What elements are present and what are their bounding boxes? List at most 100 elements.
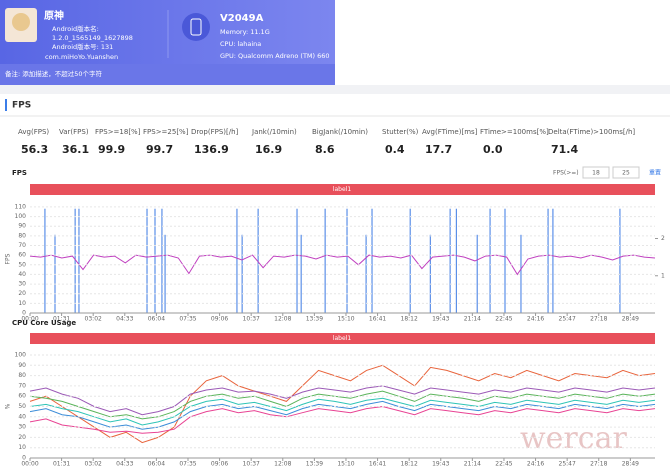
y-tick-label: 90 — [18, 362, 26, 369]
stat-value: 36.1 — [62, 143, 89, 156]
stat-value: 99.9 — [98, 143, 125, 156]
y-tick-label: 20 — [18, 434, 26, 441]
x-tick-label: 27:18 — [590, 316, 607, 323]
gap — [0, 85, 670, 94]
threshold-label: FPS(>=) — [553, 170, 579, 177]
x-tick-label: 18:12 — [401, 461, 418, 468]
phone-glyph — [190, 18, 202, 36]
x-tick-label: 12:08 — [274, 461, 291, 468]
x-tick-label: 03:02 — [85, 461, 102, 468]
y-axis-label: FPS — [5, 253, 12, 264]
y-tick-label: 10 — [18, 444, 26, 451]
stat-label: Avg(FTime)[ms] — [422, 128, 478, 136]
series-line — [29, 405, 656, 434]
x-tick-label: 15:10 — [337, 316, 354, 323]
x-tick-label: 04:33 — [116, 316, 133, 323]
y-tick-label: 50 — [18, 261, 26, 268]
x-tick-label: 06:04 — [148, 316, 165, 323]
app-icon-art — [12, 13, 30, 31]
chart-title: FPS — [12, 169, 27, 177]
y-tick-label: 100 — [15, 352, 27, 359]
device-name: V2049A — [220, 13, 264, 24]
y-tick-label: 60 — [18, 252, 26, 259]
stat-value: 16.9 — [255, 143, 282, 156]
threshold-value: 25 — [622, 170, 630, 177]
y-tick-label: 30 — [18, 281, 26, 288]
app-name: 原神 — [44, 9, 64, 22]
section-marker — [5, 99, 7, 111]
chart-title: CPU Core USage — [12, 319, 76, 327]
x-tick-label: 07:35 — [179, 461, 196, 468]
y-tick-label: 80 — [18, 372, 26, 379]
memory: Memory: 11.1G — [220, 28, 270, 36]
version-name: 1.2.0_1565149_1627898 — [52, 34, 133, 42]
device-icon — [182, 13, 210, 41]
x-tick-label: 00:00 — [21, 461, 38, 468]
version-code: Android版本号: 131 — [52, 42, 113, 51]
y-tick-label: 40 — [18, 271, 26, 278]
legend[interactable] — [30, 184, 655, 195]
x-tick-label: 13:39 — [306, 316, 323, 323]
y-tick-label: 60 — [18, 393, 26, 400]
x-tick-label: 12:08 — [274, 316, 291, 323]
stat-value: 71.4 — [551, 143, 578, 156]
stat-value: 56.3 — [21, 143, 48, 156]
y-tick-label: 110 — [15, 203, 27, 210]
threshold-input[interactable] — [612, 166, 640, 179]
stat-label: FPS>=18[%] — [95, 128, 141, 136]
section-title: FPS — [12, 101, 31, 111]
x-tick-label: 21:14 — [464, 461, 481, 468]
y-tick-label: 90 — [18, 223, 26, 230]
x-tick-label: 09:06 — [211, 461, 228, 468]
y2-tick-label: 2 — [661, 235, 665, 242]
series-line — [29, 385, 656, 416]
stat-label: Avg(FPS) — [18, 128, 49, 136]
x-tick-label: 01:31 — [53, 316, 70, 323]
y2-tick-label: 1 — [661, 272, 665, 279]
legend[interactable] — [30, 333, 655, 344]
x-tick-label: 19:43 — [432, 461, 449, 468]
x-tick-label: 28:49 — [622, 461, 639, 468]
x-tick-label: 16:41 — [369, 316, 386, 323]
threshold-value: 18 — [592, 170, 600, 177]
y-tick-label: 10 — [18, 300, 26, 307]
x-tick-label: 07:35 — [179, 316, 196, 323]
x-tick-label: 19:43 — [432, 316, 449, 323]
stat-label: BigJank(/10min) — [312, 128, 368, 136]
stat-label: Jank(/10min) — [251, 128, 297, 136]
y-tick-label: 70 — [18, 242, 26, 249]
stat-label: Var(FPS) — [59, 128, 89, 136]
package: com.miHoYo.Yuanshen — [45, 53, 118, 61]
x-tick-label: 25:47 — [559, 461, 576, 468]
note[interactable]: 备注: 添加描述，不超过50个字符 — [5, 69, 103, 78]
y-tick-label: 20 — [18, 290, 26, 297]
x-tick-label: 10:37 — [243, 461, 260, 468]
threshold-input[interactable] — [582, 166, 610, 179]
x-tick-label: 16:41 — [369, 461, 386, 468]
x-tick-label: 21:14 — [464, 316, 481, 323]
x-tick-label: 06:04 — [148, 461, 165, 468]
x-tick-label: 15:10 — [337, 461, 354, 468]
y-tick-label: 50 — [18, 403, 26, 410]
stat-label: Stutter(%) — [382, 128, 419, 136]
y-axis-label: % — [5, 403, 12, 409]
y-tick-label: 70 — [18, 382, 26, 389]
stat-value: 17.7 — [425, 143, 452, 156]
reset-button[interactable]: 重置 — [649, 169, 661, 177]
x-tick-label: 27:18 — [590, 461, 607, 468]
stat-value: 8.6 — [315, 143, 335, 156]
x-tick-label: 00:00 — [21, 316, 38, 323]
x-tick-label: 22:45 — [495, 316, 512, 323]
x-tick-label: 03:02 — [85, 316, 102, 323]
legend-label: label1 — [333, 186, 352, 193]
cpu: CPU: lahaina — [220, 40, 261, 48]
x-tick-label: 13:39 — [306, 461, 323, 468]
version-name-label: Android版本名: — [52, 24, 99, 33]
x-tick-label: 24:16 — [527, 316, 544, 323]
y-tick-label: 100 — [15, 213, 27, 220]
y-tick-label: 0 — [22, 455, 26, 462]
series-line — [29, 390, 656, 420]
y-tick-label: 80 — [18, 232, 26, 239]
